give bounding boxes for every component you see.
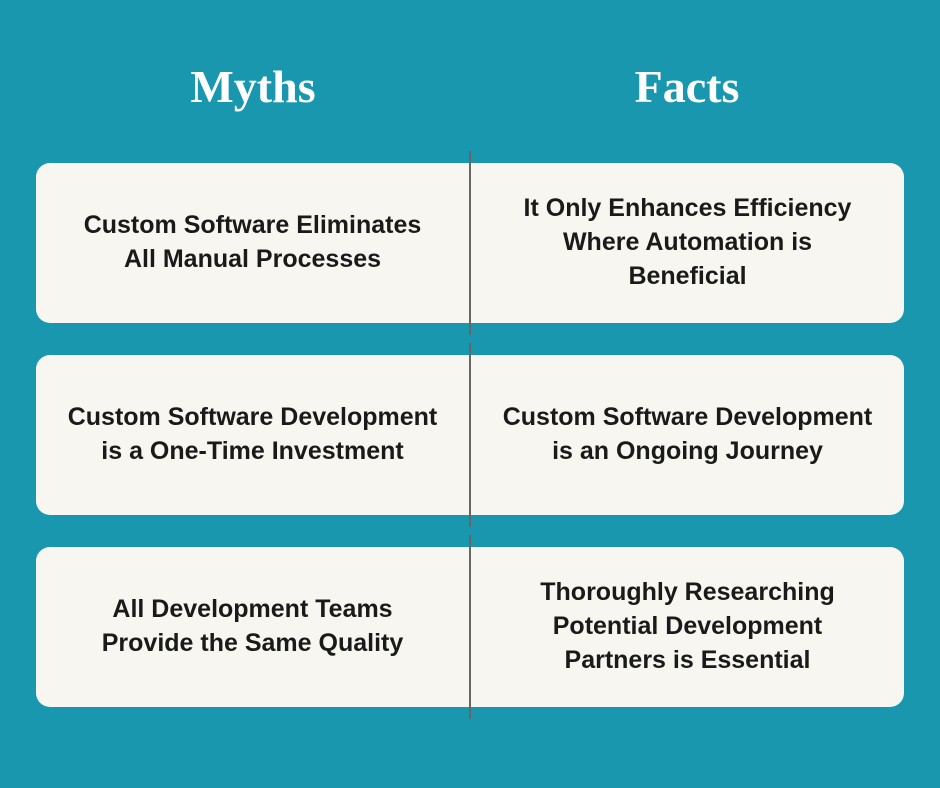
myth-text: Custom Software Development is a One-Tim… bbox=[66, 401, 439, 469]
header-row: Myths Facts bbox=[36, 60, 904, 113]
fact-text: It Only Enhances Efficiency Where Automa… bbox=[501, 192, 874, 293]
fact-text: Thoroughly Researching Potential Develop… bbox=[501, 576, 874, 677]
fact-cell: Thoroughly Researching Potential Develop… bbox=[471, 547, 904, 707]
row-divider bbox=[469, 343, 471, 527]
fact-cell: It Only Enhances Efficiency Where Automa… bbox=[471, 163, 904, 323]
fact-text: Custom Software Development is an Ongoin… bbox=[501, 401, 874, 469]
myth-text: Custom Software Eliminates All Manual Pr… bbox=[66, 209, 439, 277]
row-divider bbox=[469, 151, 471, 335]
myth-text: All Development Teams Provide the Same Q… bbox=[66, 593, 439, 661]
myths-header: Myths bbox=[36, 60, 470, 113]
comparison-row: Custom Software Development is a One-Tim… bbox=[36, 355, 904, 515]
rows-wrapper: Custom Software Eliminates All Manual Pr… bbox=[36, 163, 904, 707]
row-divider bbox=[469, 535, 471, 719]
comparison-row: All Development Teams Provide the Same Q… bbox=[36, 547, 904, 707]
myth-cell: Custom Software Development is a One-Tim… bbox=[36, 355, 469, 515]
infographic-container: Myths Facts Custom Software Eliminates A… bbox=[0, 0, 940, 788]
myth-cell: All Development Teams Provide the Same Q… bbox=[36, 547, 469, 707]
comparison-row: Custom Software Eliminates All Manual Pr… bbox=[36, 163, 904, 323]
fact-cell: Custom Software Development is an Ongoin… bbox=[471, 355, 904, 515]
facts-header: Facts bbox=[470, 60, 904, 113]
myth-cell: Custom Software Eliminates All Manual Pr… bbox=[36, 163, 469, 323]
